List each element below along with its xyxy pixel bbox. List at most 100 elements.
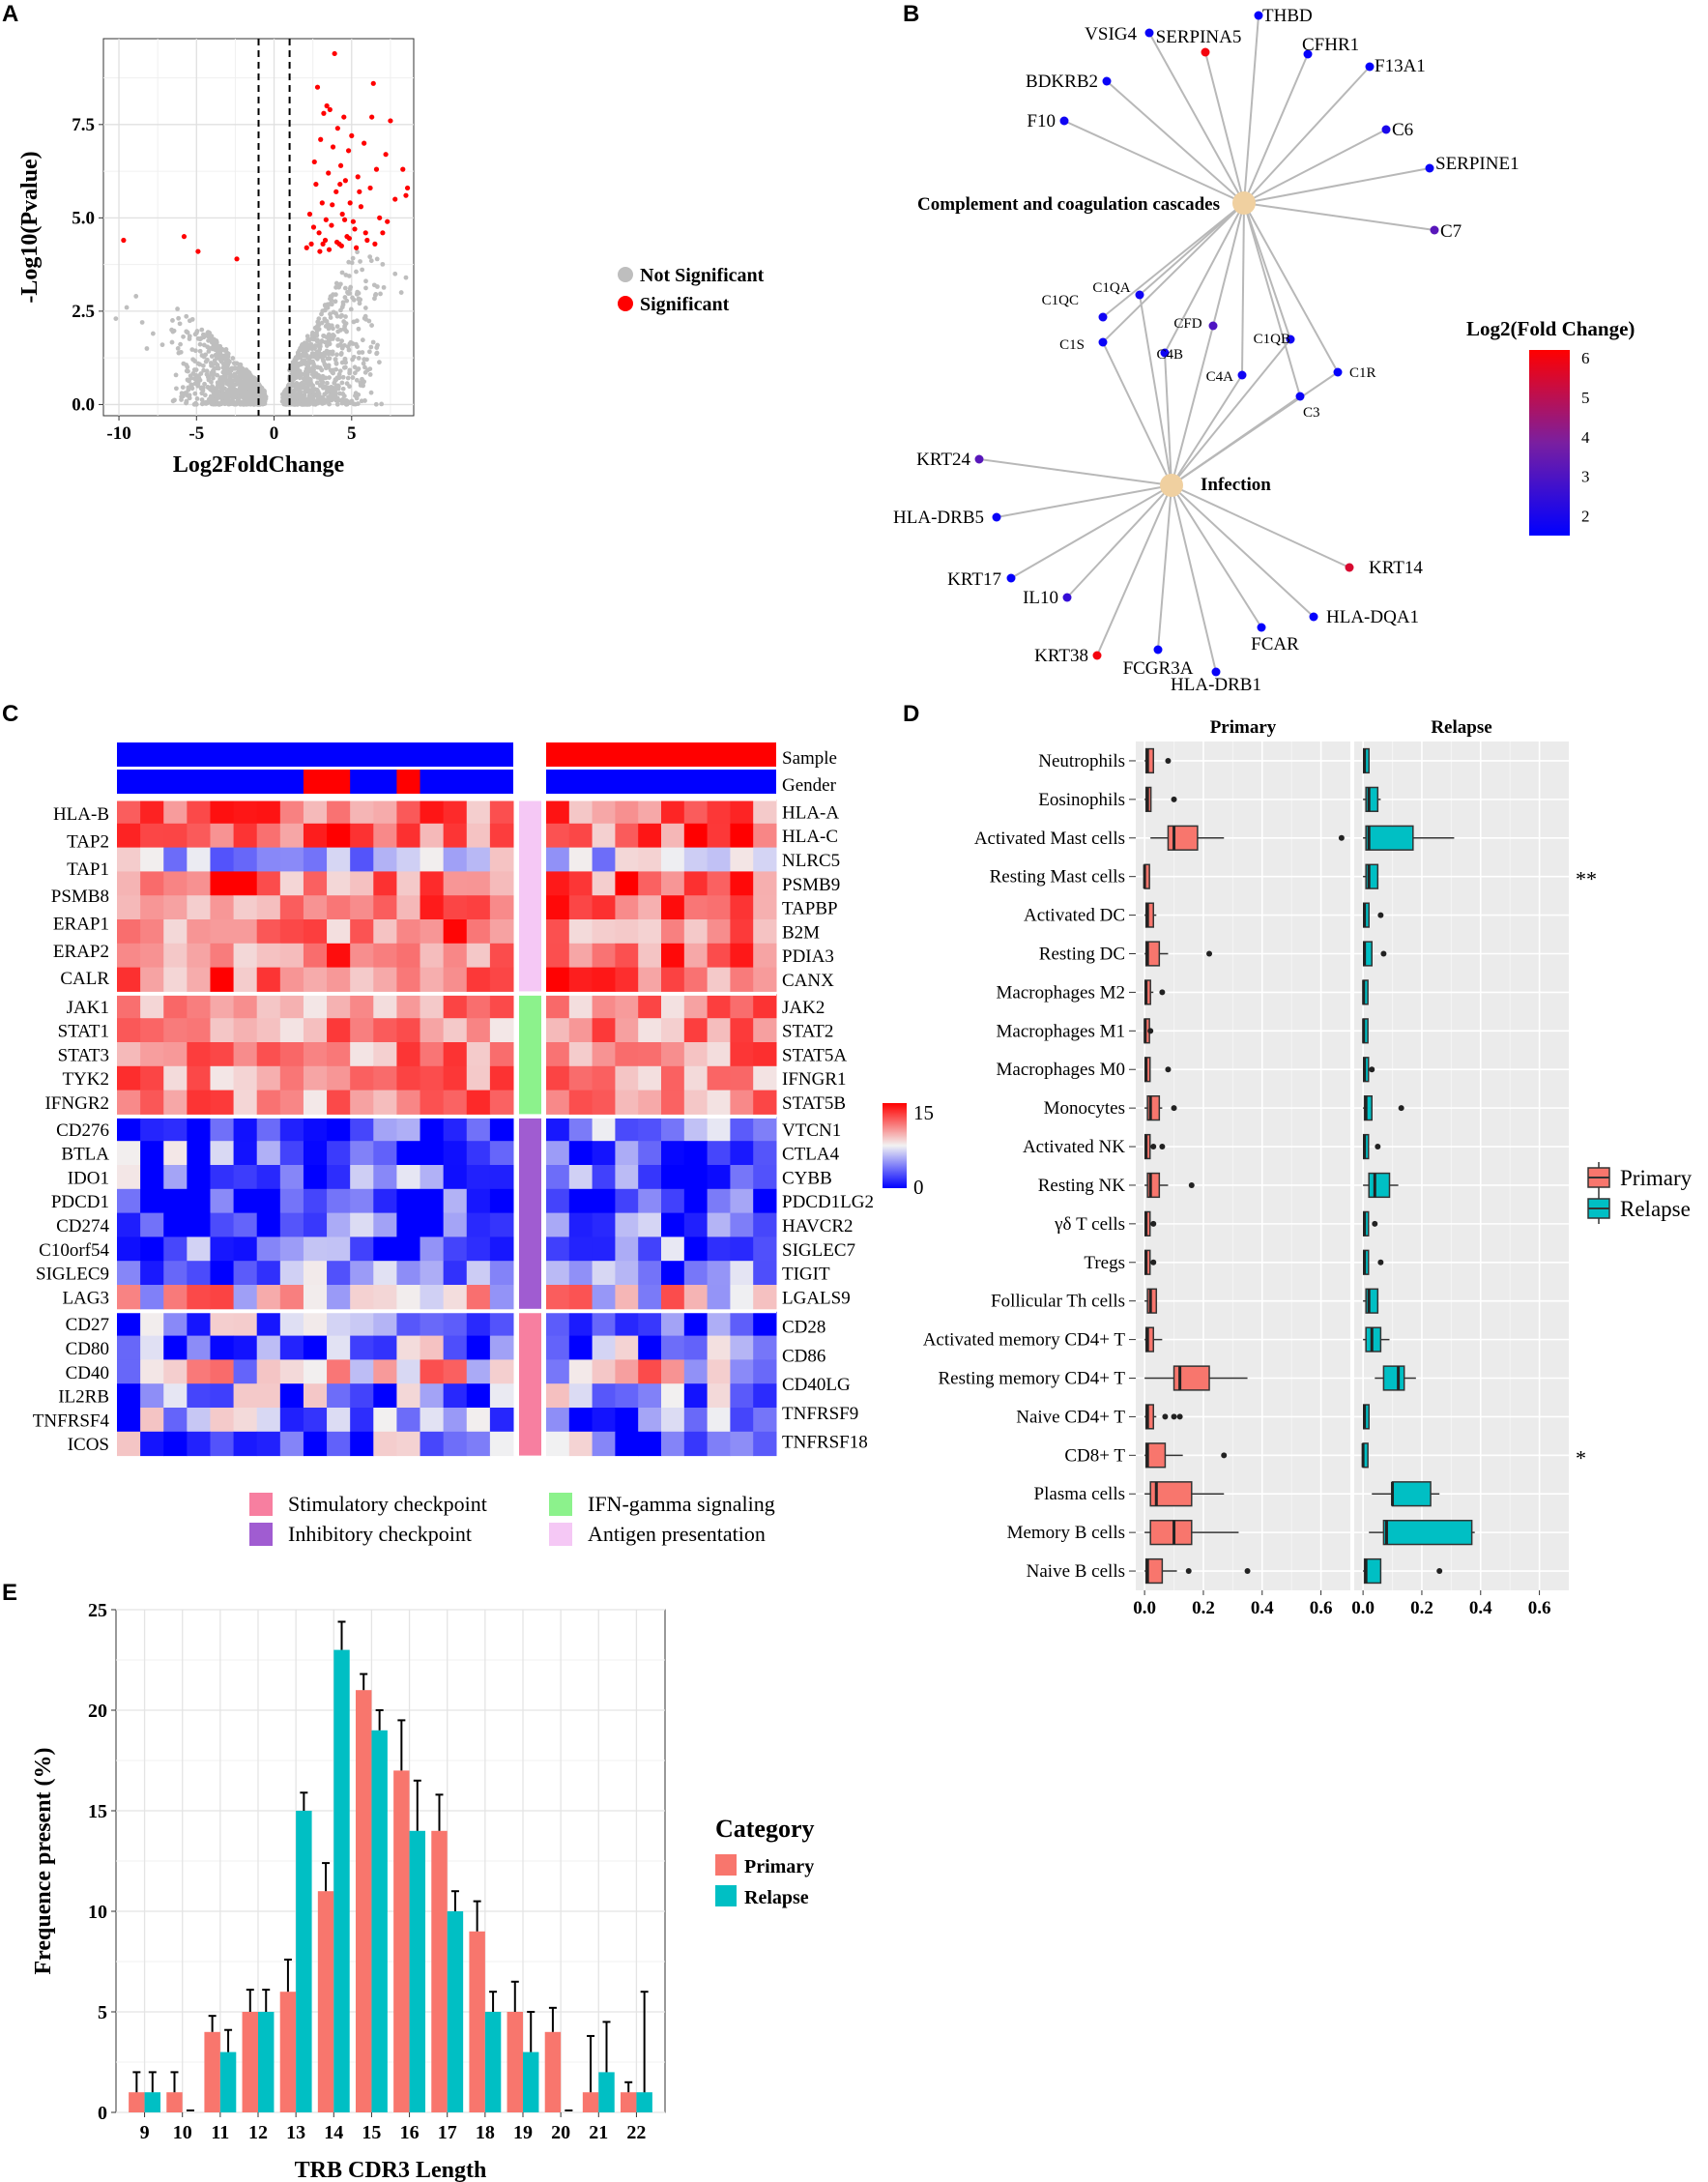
heatmap-cell <box>187 943 211 969</box>
heatmap-cell <box>327 1090 351 1115</box>
heatmap-cell <box>256 1018 281 1043</box>
heatmap-cell <box>187 1165 211 1190</box>
heatmap-cell <box>396 943 421 969</box>
network-edge <box>1139 294 1172 486</box>
heatmap-cell <box>187 1431 211 1457</box>
cell-type-label: Plasma cells <box>1034 1484 1125 1504</box>
heatmap-cell <box>615 1141 639 1166</box>
heatmap-cell <box>256 943 281 969</box>
heatmap-cell <box>303 1165 328 1190</box>
significance-mark: ** <box>1576 867 1597 891</box>
heatmap-cell <box>210 1188 235 1214</box>
heatmap-cell <box>256 1042 281 1067</box>
not-significant-point <box>209 379 214 385</box>
heatmap-cell <box>707 967 731 992</box>
x-tick-label: 14 <box>324 2122 343 2143</box>
heatmap-cell <box>279 1212 304 1237</box>
heatmap-cell <box>163 1117 188 1142</box>
heatmap-cell <box>117 1236 141 1262</box>
heatmap-cell <box>466 1285 491 1310</box>
heatmap-cell <box>327 823 351 849</box>
gene-row-label: HLA-C <box>782 827 838 847</box>
heatmap-cell <box>615 895 639 920</box>
gene-row-label: B2M <box>782 922 820 943</box>
heatmap-cell <box>638 823 662 849</box>
heatmap-cell <box>489 1212 514 1237</box>
heatmap-cell <box>546 1285 570 1310</box>
x-tick-label: 0.2 <box>1410 1598 1433 1618</box>
heatmap-cell <box>140 919 164 945</box>
heatmap-cell <box>466 919 491 945</box>
bar-relapse <box>636 2092 652 2112</box>
heatmap-cell <box>187 919 211 945</box>
heatmap-cell <box>683 1285 709 1310</box>
not-significant-point <box>312 364 317 369</box>
not-significant-point <box>343 314 348 319</box>
heatmap-cell <box>638 1236 662 1262</box>
heatmap-cell <box>373 1042 397 1067</box>
gene-row-label: HLA-B <box>53 804 109 825</box>
not-significant-point <box>206 337 211 343</box>
not-significant-point <box>238 393 244 399</box>
not-significant-point <box>334 352 339 358</box>
heatmap-cell <box>350 967 374 992</box>
heatmap-cell <box>396 895 421 920</box>
not-significant-point <box>238 386 244 392</box>
not-significant-point <box>334 398 340 403</box>
not-significant-point <box>291 392 297 397</box>
heatmap-cell <box>592 1117 616 1142</box>
heatmap-cell <box>210 1090 235 1115</box>
not-significant-point <box>306 368 312 374</box>
not-significant-point <box>339 305 345 310</box>
heatmap-cell <box>140 1141 164 1166</box>
not-significant-point <box>368 344 374 350</box>
heatmap-cell <box>233 1285 258 1310</box>
heatmap-cell <box>117 1018 141 1043</box>
not-significant-point <box>354 395 360 401</box>
heatmap-cell <box>327 1065 351 1091</box>
gene-node <box>1257 623 1266 632</box>
significant-point <box>234 256 240 262</box>
cell-type-label: Activated DC <box>1024 906 1125 926</box>
heatmap-cell <box>753 1285 777 1310</box>
heatmap-cell <box>187 1383 211 1409</box>
heatmap-cell <box>350 847 374 872</box>
heatmap-cell <box>327 1042 351 1067</box>
bar-chart: 9 10 11 12 13 14 15 16 17 18 19 20 21 22 0 5 10 15 20 25 TRB… <box>31 1600 815 2182</box>
not-significant-point <box>159 342 165 348</box>
gene-row-label: JAK1 <box>67 998 109 1018</box>
network-edge <box>1204 51 1245 204</box>
not-significant-point <box>190 370 196 376</box>
heatmap-cell <box>489 1065 514 1091</box>
heatmap-cell <box>661 1311 685 1337</box>
legend-label: Primary <box>744 1856 814 1877</box>
heatmap-cell <box>233 1359 258 1384</box>
network-edge <box>1241 202 1245 376</box>
gene-node <box>1102 76 1112 86</box>
gene-node <box>1345 563 1354 572</box>
heatmap-cell <box>443 871 468 896</box>
heatmap-cell <box>568 871 593 896</box>
significant-point <box>319 200 325 206</box>
not-significant-point <box>356 356 362 361</box>
heatmap-cell <box>396 1431 421 1457</box>
significant-point <box>355 174 361 180</box>
gene-row-label: CD28 <box>782 1318 825 1338</box>
significant-point <box>352 226 358 232</box>
not-significant-point <box>342 295 348 300</box>
heatmap-cell <box>661 800 685 825</box>
significant-point <box>342 178 348 184</box>
heatmap-cell <box>466 1165 491 1190</box>
heatmap-cell <box>163 1090 188 1115</box>
not-significant-point <box>339 270 345 276</box>
heatmap-cell <box>117 919 141 945</box>
heatmap-cell <box>661 919 685 945</box>
heatmap-cell <box>443 994 468 1019</box>
not-significant-point <box>211 401 217 407</box>
heatmap-cell <box>373 1408 397 1433</box>
outlier <box>1221 1452 1228 1459</box>
heatmap-cell <box>753 871 777 896</box>
not-significant-point <box>193 367 199 372</box>
not-significant-point <box>362 369 368 375</box>
x-tick-label: 13 <box>286 2122 305 2143</box>
